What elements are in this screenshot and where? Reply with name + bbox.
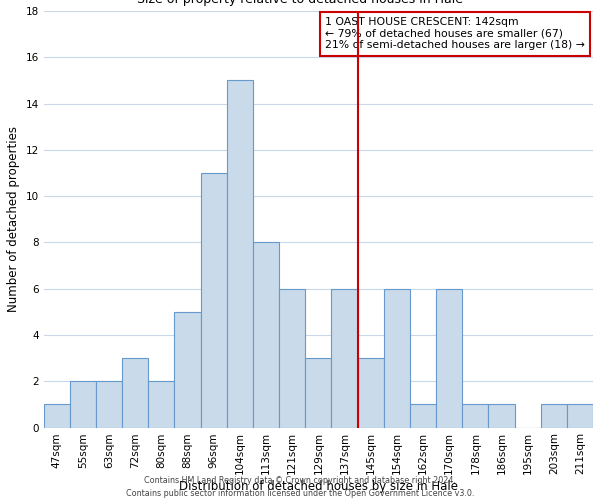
Bar [44,404,70,427]
Bar [148,381,175,428]
Bar [331,288,358,428]
Bar [436,288,462,428]
Bar [541,404,567,427]
Bar [200,173,227,428]
Bar [358,358,384,428]
Bar [567,404,593,427]
Text: 1 OAST HOUSE CRESCENT: 142sqm
← 79% of detached houses are smaller (67)
21% of s: 1 OAST HOUSE CRESCENT: 142sqm ← 79% of d… [325,17,585,50]
Bar [279,288,305,428]
Bar [305,358,331,428]
Bar [253,242,279,428]
Bar [462,404,488,427]
Bar [384,288,410,428]
Bar [227,80,253,428]
Bar [410,404,436,427]
Bar [488,404,515,427]
Bar [175,312,200,428]
Bar [122,358,148,428]
Bar [70,381,96,428]
Bar [96,381,122,428]
Text: Size of property relative to detached houses in Hale: Size of property relative to detached ho… [137,0,463,6]
Text: Contains HM Land Registry data © Crown copyright and database right 2024.
Contai: Contains HM Land Registry data © Crown c… [126,476,474,498]
X-axis label: Distribution of detached houses by size in Hale: Distribution of detached houses by size … [179,480,458,493]
Y-axis label: Number of detached properties: Number of detached properties [7,126,20,312]
